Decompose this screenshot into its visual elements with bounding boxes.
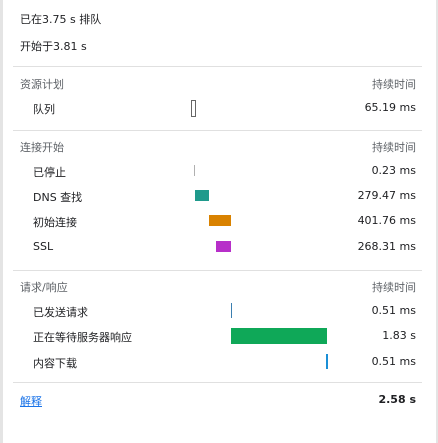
row-label: DNS 查找	[33, 191, 83, 204]
row-label: SSL	[33, 240, 54, 253]
initial-connection-bar	[209, 215, 231, 226]
timing-row-ssl: SSL 268.31 ms	[0, 239, 438, 255]
section-divider	[13, 66, 422, 67]
row-duration: 0.23 ms	[371, 164, 416, 177]
timing-row-dns: DNS 查找 279.47 ms	[0, 188, 438, 204]
row-label: 已发送请求	[33, 306, 88, 319]
explanation-link[interactable]: 解释	[20, 395, 42, 408]
timing-row-stalled: 已停止 0.23 ms	[0, 163, 438, 179]
section-title: 连接开始	[20, 141, 64, 154]
row-duration: 1.83 s	[382, 329, 416, 342]
row-duration: 268.31 ms	[357, 240, 416, 253]
timing-row-queue: 队列 65.19 ms	[0, 100, 438, 117]
section-request-response-header: 请求/响应 持续时间	[0, 279, 438, 294]
row-label: 内容下载	[33, 357, 77, 370]
duration-column-header: 持续时间	[372, 78, 416, 91]
waiting-ttfb-bar	[231, 328, 327, 344]
panel-left-border	[0, 0, 3, 443]
total-duration: 2.58 s	[378, 393, 416, 406]
footer-divider	[13, 382, 422, 383]
row-label: 已停止	[33, 166, 66, 179]
dns-lookup-bar	[195, 190, 209, 201]
timing-row-waiting: 正在等待服务器响应 1.83 s	[0, 328, 438, 344]
row-duration: 0.51 ms	[371, 355, 416, 368]
duration-column-header: 持续时间	[372, 281, 416, 294]
row-duration: 279.47 ms	[357, 189, 416, 202]
timing-row-request-sent: 已发送请求 0.51 ms	[0, 303, 438, 319]
content-download-bar	[326, 354, 328, 369]
row-label: 正在等待服务器响应	[33, 331, 132, 344]
ssl-bar	[216, 241, 231, 252]
queue-bar	[191, 100, 196, 117]
timing-row-initial-connection: 初始连接 401.76 ms	[0, 213, 438, 229]
stalled-bar	[194, 165, 195, 176]
section-connection-start-header: 连接开始 持续时间	[0, 139, 438, 154]
request-sent-bar	[231, 303, 232, 318]
section-divider	[13, 270, 422, 271]
section-title: 资源计划	[20, 78, 64, 91]
section-resource-scheduling-header: 资源计划 持续时间	[0, 76, 438, 91]
queued-at-text: 已在3.75 s 排队	[20, 13, 102, 26]
row-label: 初始连接	[33, 216, 77, 229]
panel-right-border	[436, 0, 438, 443]
row-duration: 65.19 ms	[364, 101, 416, 114]
timing-row-content-download: 内容下载 0.51 ms	[0, 354, 438, 370]
section-divider	[13, 130, 422, 131]
started-at-text: 开始于3.81 s	[20, 40, 87, 53]
section-title: 请求/响应	[20, 281, 68, 294]
row-duration: 0.51 ms	[371, 304, 416, 317]
duration-column-header: 持续时间	[372, 141, 416, 154]
row-duration: 401.76 ms	[357, 214, 416, 227]
row-label: 队列	[33, 103, 55, 116]
